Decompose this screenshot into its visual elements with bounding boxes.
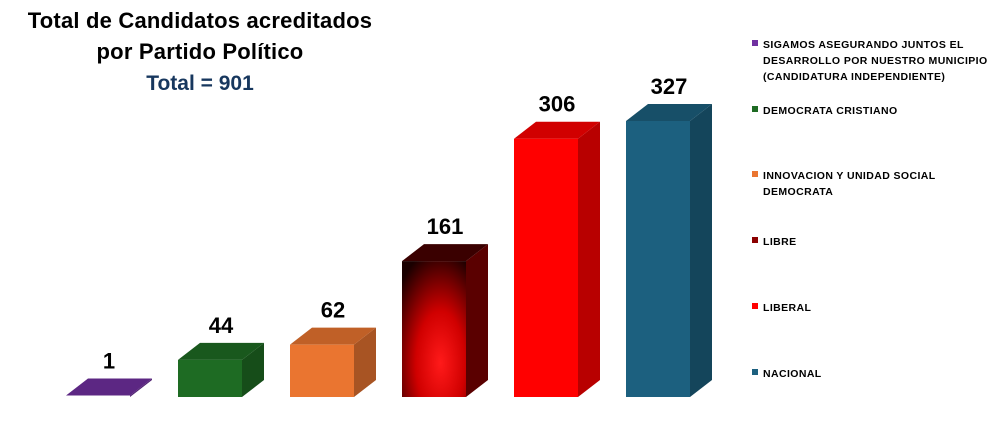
bar-side	[242, 342, 264, 397]
bar-side	[130, 378, 152, 397]
legend-label: INNOVACION Y UNIDAD SOCIAL DEMOCRATA	[763, 170, 936, 198]
bar	[402, 261, 466, 397]
bar-side	[690, 104, 712, 397]
legend-swatch	[752, 237, 758, 243]
legend-label: NACIONAL	[763, 368, 822, 380]
legend-label: LIBRE	[763, 236, 797, 248]
bar	[626, 121, 690, 397]
bar-side	[354, 327, 376, 397]
legend-swatch	[752, 171, 758, 177]
data-label: 327	[651, 74, 688, 99]
legend-swatch	[752, 369, 758, 375]
bar-top	[66, 378, 152, 396]
legend-swatch	[752, 40, 758, 46]
bar	[290, 344, 354, 397]
data-label: 44	[209, 313, 234, 338]
legend-label: LIBERAL	[763, 302, 812, 314]
data-label: 62	[321, 298, 345, 323]
bar-top	[402, 244, 488, 262]
chart-total-label: Total = 901	[146, 72, 254, 95]
legend-label: DEMOCRATA CRISTIANO	[763, 105, 898, 117]
legend-label: SIGAMOS ASEGURANDO JUNTOS EL DESARROLLO …	[763, 39, 988, 83]
chart-title-line-1: Total de Candidatos acreditados	[27, 8, 373, 33]
data-label: 161	[427, 214, 464, 239]
bar	[514, 138, 578, 397]
bar	[178, 359, 242, 397]
data-label: 306	[539, 92, 576, 117]
bar-side	[466, 244, 488, 397]
chart-title-line-2: por Partido Político	[96, 39, 304, 64]
bar-top	[626, 104, 712, 121]
bar-top	[290, 327, 376, 345]
bars-group: 1 44 62 161 306 327	[66, 74, 712, 398]
legend-swatch	[752, 106, 758, 112]
bar-side	[578, 121, 600, 398]
data-label: 1	[103, 349, 115, 374]
bar-top	[178, 342, 264, 360]
bar-top	[514, 121, 600, 139]
legend-swatch	[752, 303, 758, 309]
